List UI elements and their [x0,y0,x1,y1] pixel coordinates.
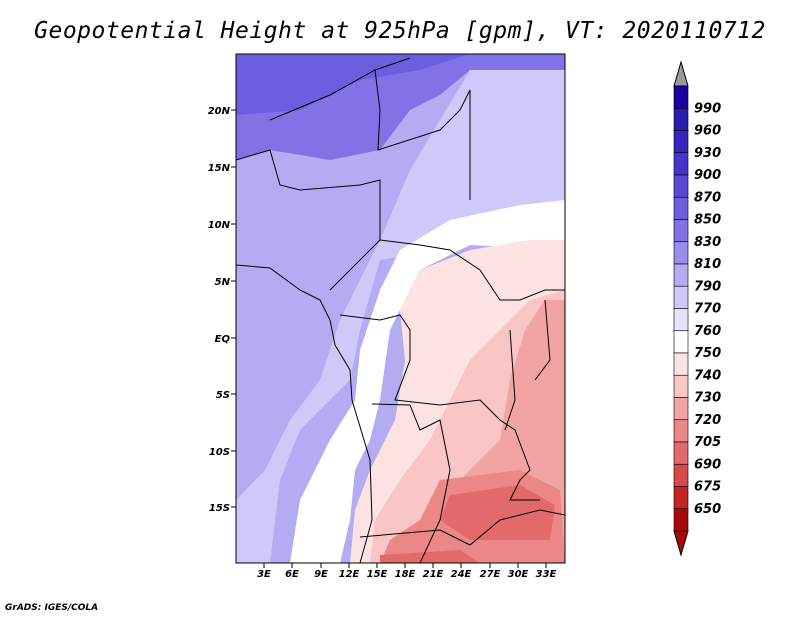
colorbar-top-arrow [673,60,689,87]
colorbar-level-label: 740 [694,368,721,383]
colorbar-segment [673,196,689,220]
map-frame [235,53,566,564]
lon-tick-label: 15E [367,569,388,580]
colorbar-level-label: 770 [694,302,721,317]
colorbar-segment [673,241,689,265]
country-borders [236,57,565,563]
colorbar-segment [673,352,689,376]
lon-tick-label: 3E [257,569,271,580]
lon-tick-label: 9E [314,569,328,580]
colorbar-segment [673,508,689,532]
chart-title: Geopotential Height at 925hPa [gpm], VT:… [34,18,766,44]
colorbar-level-label: 990 [694,101,721,116]
lat-tick-label: 15N [208,163,231,174]
grads-credit: GrADS: IGES/COLA [5,603,99,613]
latitude-axis: 20N 15N 10N 5N EQ 5S 10S 15S [208,106,236,514]
geopotential-field [236,54,565,563]
colorbar-level-label: 790 [694,279,721,294]
colorbar-level-label: 830 [694,235,721,250]
colorbar-level-label: 870 [694,190,721,205]
colorbar-segment [673,107,689,131]
colorbar-segment [673,486,689,510]
colorbar-segment [673,263,689,287]
colorbar-bottom-arrow [673,530,689,557]
lon-tick-label: 6E [285,569,299,580]
lon-tick-label: 24E [451,569,472,580]
lat-tick-label: 15S [209,503,230,514]
lat-tick-label: 5N [215,277,231,288]
colorbar-level-label: 720 [694,413,721,428]
colorbar-segment [673,419,689,443]
lat-tick-label: 10S [209,447,230,458]
colorbar-segment [673,85,689,109]
longitude-axis: 3E 6E 9E 12E 15E 18E 21E 24E 27E 30E 33E [257,563,557,580]
colorbar-level-label: 760 [694,324,721,339]
lat-tick-label: EQ [215,334,231,345]
colorbar-level-label: 705 [694,435,721,450]
colorbar-segment [673,441,689,465]
lon-tick-label: 12E [339,569,360,580]
colorbar-segment [673,374,689,398]
colorbar-level-label: 690 [694,457,721,472]
colorbar-segment [673,330,689,354]
lon-tick-label: 21E [423,569,444,580]
colorbar-segment [673,463,689,487]
lat-tick-label: 20N [208,106,231,117]
colorbar-segment [673,130,689,154]
colorbar-level-label: 930 [694,146,721,161]
colorbar: 990 960 930 900 870 850 830 810 790 770 760 750 740 7… [673,60,721,557]
lat-tick-label: 5S [216,390,230,401]
colorbar-segment [673,397,689,421]
lon-tick-label: 27E [480,569,501,580]
colorbar-level-label: 850 [694,213,721,228]
colorbar-segment [673,174,689,198]
colorbar-level-label: 730 [694,391,721,406]
colorbar-segment [673,219,689,243]
colorbar-level-label: 960 [694,124,721,139]
lon-tick-label: 18E [395,569,416,580]
lat-tick-label: 10N [208,220,231,231]
lon-tick-label: 30E [508,569,529,580]
colorbar-level-label: 750 [694,346,721,361]
lon-tick-label: 33E [536,569,557,580]
colorbar-segment [673,285,689,309]
colorbar-level-label: 675 [694,480,721,495]
colorbar-segment [673,152,689,176]
colorbar-level-label: 810 [694,257,721,272]
colorbar-segment [673,308,689,332]
colorbar-level-label: 650 [694,502,721,517]
colorbar-level-label: 900 [694,168,721,183]
